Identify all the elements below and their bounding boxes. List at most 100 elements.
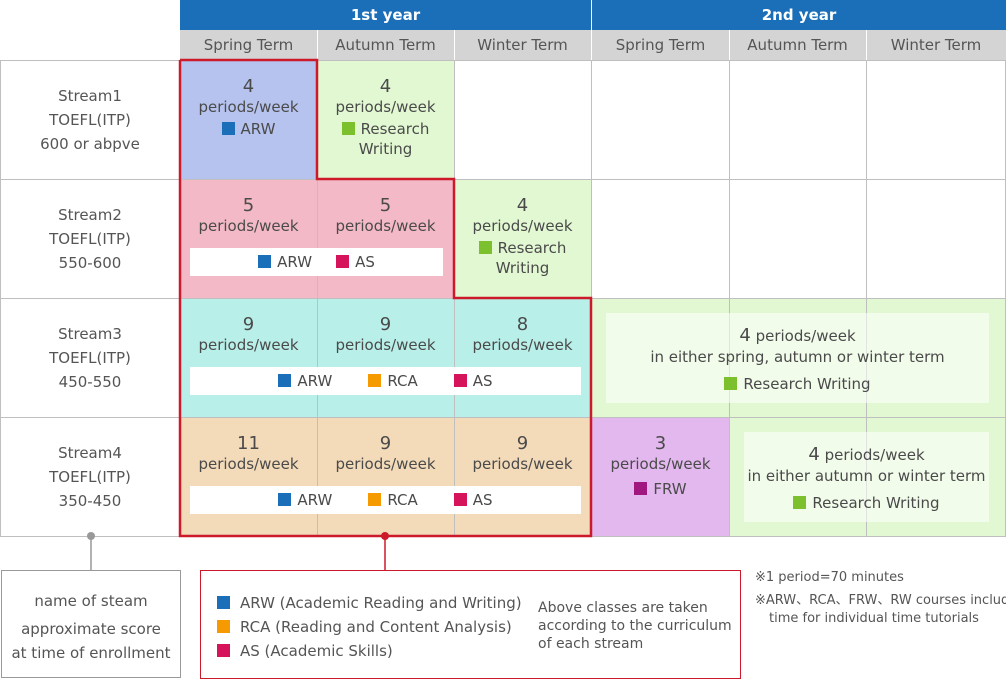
arw-square-icon xyxy=(278,493,292,506)
period-count: 9 xyxy=(379,314,392,335)
term-label: Autumn Term xyxy=(747,36,848,54)
arw-course: ARW xyxy=(258,253,312,271)
stream-toefl: TOEFL(ITP) xyxy=(49,348,131,367)
periods-week-label: periods/week xyxy=(198,336,299,354)
year-1-header: 1st year xyxy=(180,0,591,30)
s1-rw-bg xyxy=(317,60,454,179)
year-2-header: 2nd year xyxy=(592,0,1006,30)
course-label: ARW xyxy=(277,253,313,271)
course-label: Research Writing xyxy=(812,494,940,512)
frw-course: FRW xyxy=(592,479,729,499)
rca-square-icon xyxy=(368,493,382,506)
rw-course: Research Writing xyxy=(744,493,989,513)
note-courses-2: time for individual time tutorials xyxy=(769,611,979,626)
s2-spring-cell: 5 periods/week xyxy=(180,195,317,235)
rw-course: Research xyxy=(454,238,591,258)
s2-course-strip: ARW AS xyxy=(190,248,443,276)
stream-1-label: Stream1 TOEFL(ITP) 600 or abpve xyxy=(0,60,180,179)
legend-label: AS (Academic Skills) xyxy=(240,642,393,660)
s4-winter-cell: 9 periods/week xyxy=(454,433,591,473)
course-label: RCA xyxy=(387,372,418,390)
arw-square-icon xyxy=(217,596,230,609)
periods-week-label: periods/week xyxy=(335,217,436,235)
rw-square-icon xyxy=(793,496,807,509)
s1-autumn-cell: 4 periods/week Research Writing xyxy=(317,76,454,159)
stream-name: Stream1 xyxy=(58,86,122,105)
stream-4-label: Stream4 TOEFL(ITP) 350-450 xyxy=(0,417,180,536)
s3-y2-box: 4 periods/week in either spring, autumn … xyxy=(606,313,989,403)
period-count: 4 xyxy=(242,76,255,97)
term-header-y1-winter: Winter Term xyxy=(454,30,591,60)
s2-winter-cell: 4 periods/week Research Writing xyxy=(454,195,591,278)
rca-course: RCA xyxy=(368,372,418,390)
period-count: 4 xyxy=(516,195,529,216)
periods-week-label: periods/week xyxy=(335,98,436,116)
rca-course: RCA xyxy=(368,491,418,509)
rw-square-icon xyxy=(478,241,492,254)
s4-spring-cell: 11 periods/week xyxy=(180,433,317,473)
term-header-y2-spring: Spring Term xyxy=(592,30,729,60)
course-label: RCA xyxy=(387,491,418,509)
course-label: Research Writing xyxy=(743,375,871,393)
course-label: Research xyxy=(497,239,567,257)
period-count: 5 xyxy=(242,195,255,216)
term-label: Winter Term xyxy=(890,36,982,54)
period-count: 3 xyxy=(654,433,667,454)
as-square-icon xyxy=(336,255,350,268)
course-label: ARW xyxy=(297,491,333,509)
periods-week-label: periods/week xyxy=(198,455,299,473)
stream-score: 450-550 xyxy=(58,372,122,391)
periods-week-label: periods/week xyxy=(824,446,925,464)
course-legend-box: ARW (Academic Reading and Writing) RCA (… xyxy=(200,570,741,679)
s3-autumn-cell: 9 periods/week xyxy=(317,314,454,354)
legend-arw: ARW (Academic Reading and Writing) xyxy=(217,591,522,615)
notes: ※1 period=70 minutes ※ARW、RCA、FRW、RW cou… xyxy=(755,569,1006,628)
legend-note: Above classes are taken according to the… xyxy=(538,600,732,652)
s3-spring-cell: 9 periods/week xyxy=(180,314,317,354)
rw-square-icon xyxy=(724,377,738,390)
note-period: ※1 period=70 minutes xyxy=(755,570,904,585)
periods-week-label: periods/week xyxy=(198,98,299,116)
stream-name: Stream4 xyxy=(58,443,122,462)
periods-week-label: periods/week xyxy=(610,455,711,473)
year-2-label: 2nd year xyxy=(761,6,837,24)
arw-square-icon xyxy=(258,255,272,268)
term-header-y2-autumn: Autumn Term xyxy=(729,30,866,60)
periods-week-label: periods/week xyxy=(198,217,299,235)
s4-y2-box: 4 periods/week in either autumn or winte… xyxy=(744,432,989,522)
term-header-y1-autumn: Autumn Term xyxy=(317,30,454,60)
rw-square-icon xyxy=(341,122,355,135)
stream-name: Stream2 xyxy=(58,205,122,224)
periods-week-label: periods/week xyxy=(472,336,573,354)
period-count: 9 xyxy=(516,433,529,454)
legend-as: AS (Academic Skills) xyxy=(217,639,522,663)
arw-square-icon xyxy=(221,122,235,135)
term-note: in either spring, autumn or winter term xyxy=(650,348,945,366)
year-1-label: 1st year xyxy=(350,6,421,24)
s4-bg xyxy=(180,417,591,536)
s3-bg xyxy=(180,298,591,417)
s4-course-strip: ARW RCA AS xyxy=(190,486,581,514)
stream-name: Stream3 xyxy=(58,324,122,343)
course-label: ARW xyxy=(297,372,333,390)
as-square-icon xyxy=(217,644,230,657)
rw-course: Research Writing xyxy=(606,374,989,394)
as-square-icon xyxy=(453,493,467,506)
stream-score: 350-450 xyxy=(58,491,122,510)
legend-label: ARW (Academic Reading and Writing) xyxy=(240,594,522,612)
periods-week-label: periods/week xyxy=(335,336,436,354)
stream-score: 550-600 xyxy=(58,253,122,272)
arw-square-icon xyxy=(278,374,292,387)
arw-course: ARW xyxy=(278,491,332,509)
s4-frw-bg xyxy=(592,417,729,536)
course-label: AS xyxy=(472,372,493,390)
s2-autumn-cell: 5 periods/week xyxy=(317,195,454,235)
course-label: AS xyxy=(355,253,375,271)
course-legend-list: ARW (Academic Reading and Writing) RCA (… xyxy=(217,591,522,663)
gray-connector-dot xyxy=(87,532,95,540)
period-count: 5 xyxy=(379,195,392,216)
red-outline xyxy=(178,58,593,538)
s3-winter-cell: 8 periods/week xyxy=(454,314,591,354)
legend-rca: RCA (Reading and Content Analysis) xyxy=(217,615,522,639)
